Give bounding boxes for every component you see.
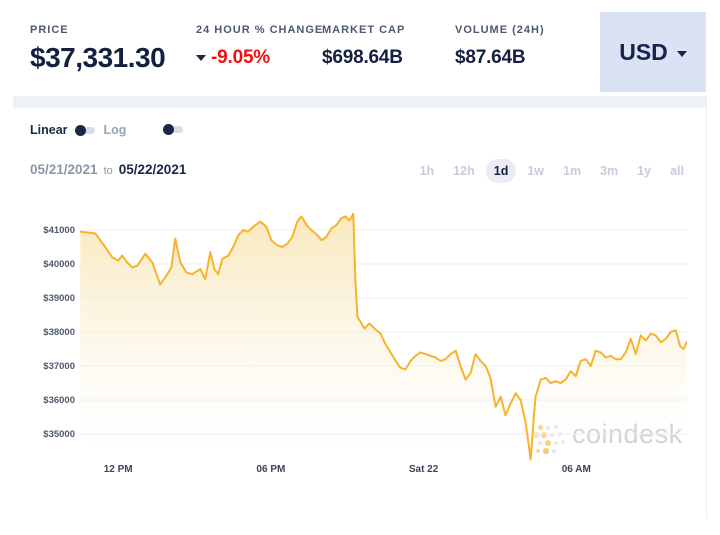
y-axis-label: $38000	[43, 326, 75, 338]
date-range-separator: to	[103, 165, 113, 177]
range-button-1w[interactable]: 1w	[527, 164, 545, 178]
header-divider-band	[13, 96, 707, 108]
volume-value: $87.64B	[455, 47, 526, 68]
secondary-toggle[interactable]	[163, 124, 183, 135]
price-value: $37,331.30	[30, 42, 166, 73]
price-stat: PRICE $37,331.30	[30, 24, 166, 74]
date-range: 05/21/2021 to 05/22/2021	[30, 162, 186, 177]
scale-toggle[interactable]	[74, 124, 95, 136]
x-axis-label: 12 PM	[103, 464, 133, 475]
range-button-12h[interactable]: 12h	[453, 164, 475, 178]
range-button-1d[interactable]: 1d	[485, 159, 517, 183]
change-value: -9.05%	[196, 47, 323, 69]
range-button-all[interactable]: all	[670, 164, 684, 178]
y-axis-label: $39000	[43, 292, 75, 304]
y-axis-label: $35000	[43, 428, 75, 440]
range-button-3m[interactable]: 3m	[600, 164, 619, 178]
price-chart[interactable]	[80, 208, 687, 468]
dropdown-caret-icon	[676, 50, 687, 57]
volume-label: VOLUME (24H)	[455, 24, 545, 36]
y-axis-label: $36000	[43, 394, 75, 406]
price-label: PRICE	[30, 24, 69, 36]
range-button-1h[interactable]: 1h	[419, 164, 435, 178]
date-range-start[interactable]: 05/21/2021	[30, 162, 98, 177]
currency-dropdown-label: USD	[619, 38, 668, 65]
market-cap-stat: MARKET CAP $698.64B	[322, 24, 405, 69]
content-right-edge	[706, 96, 707, 519]
y-axis-label: $37000	[43, 360, 75, 372]
scale-controls: Linear Log	[30, 123, 126, 137]
time-range-buttons: 1h 12h 1d 1w 1m 3m 1y all	[412, 159, 692, 183]
date-range-end[interactable]: 05/22/2021	[118, 162, 187, 177]
market-cap-label: MARKET CAP	[322, 24, 406, 36]
currency-dropdown-button[interactable]: USD	[600, 12, 706, 92]
change-percent: -9.05%	[211, 47, 271, 68]
range-button-1m[interactable]: 1m	[563, 164, 582, 178]
x-axis-label: 06 AM	[561, 464, 591, 475]
chart-price-line	[80, 212, 687, 461]
volume-stat: VOLUME (24H) $87.64B	[455, 24, 545, 69]
market-cap-value: $698.64B	[322, 47, 403, 68]
y-axis-label: $41000	[43, 224, 75, 236]
scale-option-linear[interactable]: Linear	[30, 123, 68, 137]
range-button-1y[interactable]: 1y	[637, 164, 652, 178]
y-axis-label: $40000	[43, 258, 75, 270]
x-axis-label: Sat 22	[408, 464, 439, 475]
x-axis-label: 06 PM	[256, 464, 286, 475]
change-label: 24 HOUR % CHANGE	[196, 24, 324, 36]
change-stat: 24 HOUR % CHANGE -9.05%	[196, 24, 323, 69]
scale-option-log[interactable]: Log	[103, 123, 127, 137]
change-down-caret-icon	[196, 55, 206, 61]
